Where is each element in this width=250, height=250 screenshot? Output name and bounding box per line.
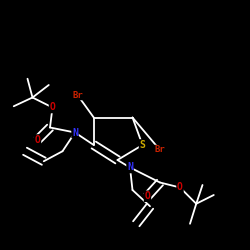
Text: O: O: [144, 191, 150, 201]
Text: O: O: [50, 102, 56, 113]
Text: O: O: [177, 182, 183, 192]
Text: Br: Br: [72, 90, 83, 100]
Text: O: O: [34, 135, 40, 145]
Text: Br: Br: [154, 146, 166, 154]
Text: S: S: [140, 140, 145, 150]
Text: N: N: [127, 162, 133, 172]
Text: N: N: [72, 128, 78, 138]
